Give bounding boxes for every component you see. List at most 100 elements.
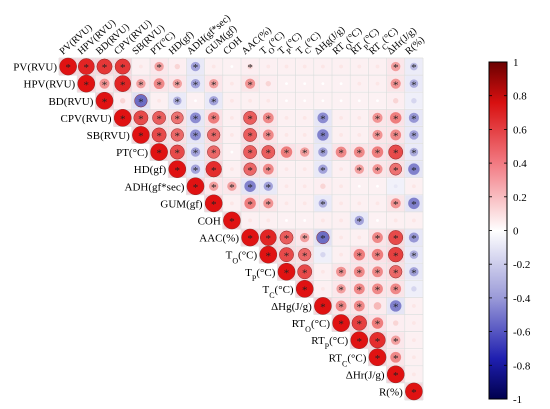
significance-star: *	[338, 148, 344, 160]
correlation-circle	[353, 248, 366, 261]
significance-star: *	[411, 165, 417, 177]
correlation-circle	[247, 63, 253, 70]
significance-star: *	[393, 233, 399, 245]
significance-star: *	[138, 96, 144, 108]
significance-star: *	[357, 148, 363, 160]
correlation-circle	[133, 110, 149, 126]
correlation-circle	[154, 61, 164, 72]
significance-star: *	[320, 199, 326, 211]
significance-star: *	[357, 250, 363, 262]
correlation-circle	[392, 320, 399, 326]
correlation-circle	[303, 82, 307, 86]
significance-star: *	[393, 148, 399, 160]
significance-star: *	[175, 113, 181, 125]
correlation-circle	[285, 99, 288, 103]
significance-star: *	[211, 148, 217, 160]
correlation-circle	[248, 218, 253, 223]
correlation-circle	[357, 115, 362, 120]
significance-star: *	[393, 267, 399, 279]
correlation-circle	[169, 144, 185, 160]
correlation-circle	[113, 109, 132, 127]
correlation-circle	[357, 184, 361, 188]
row-label: SB(RVU)	[87, 130, 130, 142]
significance-star: *	[393, 370, 399, 382]
correlation-circle	[295, 280, 314, 298]
colorbar-tick-label: 0	[513, 226, 519, 238]
correlation-circle	[318, 199, 328, 208]
correlation-circle	[186, 177, 205, 196]
correlation-circle	[243, 145, 257, 159]
colorbar-tick-label: 0.4	[513, 158, 527, 170]
significance-star: *	[302, 148, 308, 160]
correlation-circle	[371, 248, 384, 261]
correlation-circle	[229, 201, 234, 206]
correlation-circle	[136, 78, 146, 89]
correlation-circle	[248, 98, 253, 103]
correlation-circle	[173, 96, 182, 106]
correlation-circle	[375, 64, 380, 69]
correlation-circle	[96, 58, 113, 75]
significance-star: *	[393, 199, 399, 211]
significance-star: *	[375, 113, 381, 125]
row-label: ΔHr(J/g)	[346, 369, 385, 381]
correlation-circle	[390, 78, 401, 89]
significance-star: *	[193, 131, 199, 143]
correlation-circle	[339, 82, 343, 86]
correlation-circle	[266, 64, 271, 69]
correlation-circle	[408, 197, 420, 210]
correlation-circle	[320, 64, 325, 69]
correlation-circle	[227, 181, 237, 191]
significance-star: *	[393, 336, 399, 348]
correlation-circle	[393, 218, 398, 223]
correlation-circle	[320, 269, 325, 274]
correlation-circle	[265, 80, 272, 87]
significance-star: *	[247, 131, 253, 143]
correlation-circle	[372, 112, 383, 123]
correlation-circle	[303, 219, 307, 222]
correlation-circle	[372, 129, 383, 141]
correlation-circle	[390, 198, 401, 209]
correlation-circle	[151, 127, 167, 143]
correlation-circle	[411, 218, 416, 223]
correlation-circle	[243, 162, 257, 176]
significance-star: *	[211, 131, 217, 143]
significance-star: *	[247, 148, 253, 160]
significance-star: *	[266, 165, 272, 177]
correlation-circle	[138, 64, 143, 69]
significance-star: *	[338, 267, 344, 279]
correlation-circle	[280, 146, 293, 158]
significance-star: *	[357, 267, 363, 279]
significance-star: *	[411, 387, 417, 399]
significance-star: *	[357, 302, 363, 314]
significance-star: *	[357, 216, 363, 228]
colorbar: 1 0.8 0.6 0.4 0.2 0 -0.2 -0.4 -0.6 -0.8 -1	[488, 57, 531, 406]
colorbar-tick-label: 0.2	[513, 192, 527, 204]
correlation-circle	[190, 112, 201, 124]
row-label: RTC(°C)	[329, 352, 367, 368]
significance-star: *	[338, 284, 344, 296]
correlation-circle	[335, 146, 347, 158]
correlation-circle	[157, 98, 162, 103]
correlation-circle	[376, 184, 379, 188]
significance-star: *	[102, 96, 108, 108]
correlation-circle	[321, 82, 325, 86]
significance-star: *	[284, 233, 290, 245]
significance-star: *	[211, 113, 217, 125]
correlation-circle	[95, 91, 114, 110]
correlation-circle	[209, 181, 219, 191]
significance-star: *	[211, 79, 217, 91]
correlation-circle	[390, 129, 402, 141]
significance-star: *	[102, 62, 108, 74]
significance-star: *	[120, 79, 126, 91]
correlation-circle	[408, 163, 420, 175]
correlation-circle	[302, 133, 307, 137]
significance-star: *	[229, 216, 235, 228]
colorbar-tick-label: -0.8	[513, 360, 531, 372]
significance-star: *	[375, 131, 381, 143]
row-label: PV(RVU)	[13, 62, 57, 74]
significance-star: *	[247, 62, 253, 74]
row-label: TP(°C)	[245, 267, 276, 283]
significance-star: *	[320, 233, 326, 245]
significance-star: *	[247, 182, 253, 194]
correlation-circle	[389, 265, 403, 279]
